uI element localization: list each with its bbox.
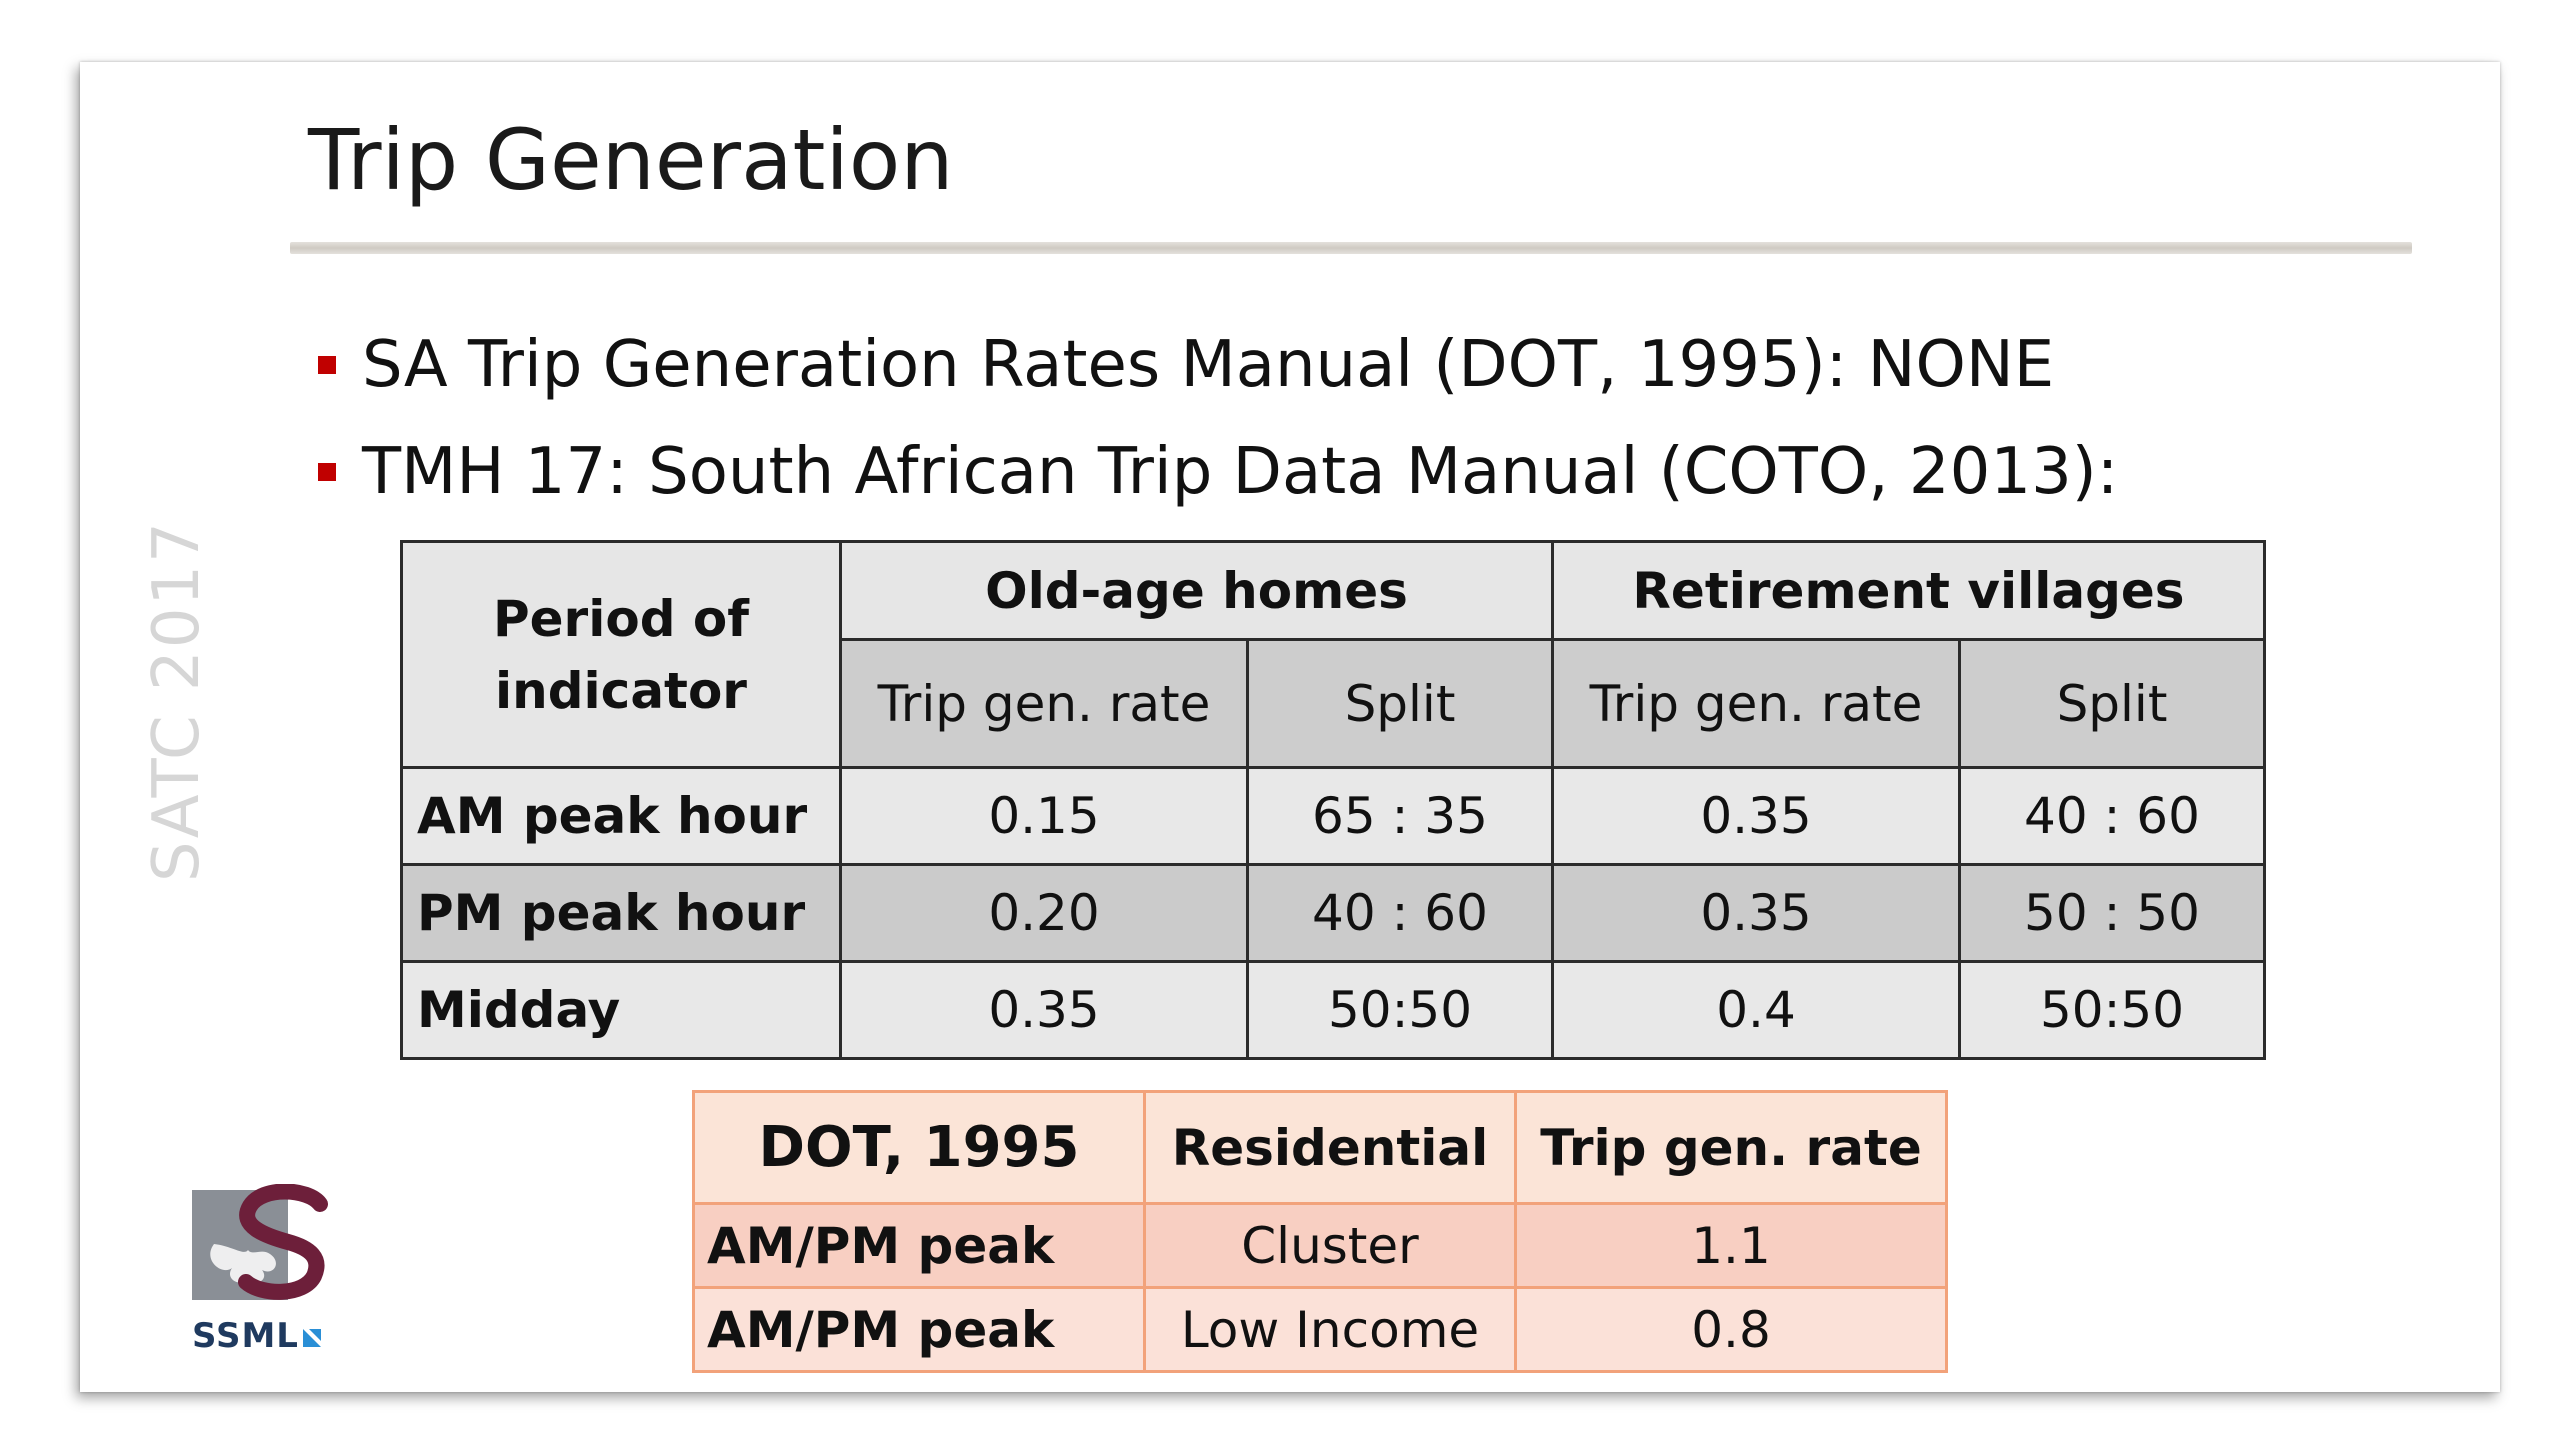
dot-header: DOT, 1995 [692, 1090, 1146, 1205]
bullet-item: SA Trip Generation Rates Manual (DOT, 19… [318, 312, 2118, 419]
old-age-homes-header: Old-age homes [839, 540, 1554, 641]
stellenbosch-s-icon [192, 1183, 328, 1300]
table-cell: 50 : 50 [1958, 863, 2266, 963]
row-label: AM peak hour [400, 766, 842, 866]
subheader-split: Split [1246, 638, 1554, 769]
table-cell: 0.15 [839, 766, 1249, 866]
row-label: Midday [400, 960, 842, 1060]
ssml-logo: SSML [192, 1183, 336, 1356]
bullet-item: TMH 17: South African Trip Data Manual (… [318, 419, 2118, 526]
table-cell: 50:50 [1246, 960, 1554, 1060]
subheader-trip-gen-rate: Trip gen. rate [1551, 638, 1961, 769]
table-cell: 0.35 [1551, 766, 1961, 866]
dot-1995-table: DOT, 1995 Residential Trip gen. rate AM/… [692, 1090, 1948, 1373]
logo-wordmark: SSML [192, 1316, 336, 1356]
retirement-villages-header: Retirement villages [1551, 540, 2266, 641]
bullet-text: SA Trip Generation Rates Manual (DOT, 19… [362, 328, 2055, 402]
table-cell: Cluster [1143, 1202, 1517, 1289]
trip-gen-rate-header: Trip gen. rate [1514, 1090, 1948, 1205]
bullet-square-icon [318, 463, 336, 481]
table-cell: 65 : 35 [1246, 766, 1554, 866]
table-cell: 50:50 [1958, 960, 2266, 1060]
subheader-trip-gen-rate: Trip gen. rate [839, 638, 1249, 769]
table-row: Midday 0.35 50:50 0.4 50:50 [400, 960, 2266, 1060]
row-label: PM peak hour [400, 863, 842, 963]
table-cell: 40 : 60 [1958, 766, 2266, 866]
slide-title: Trip Generation [308, 111, 954, 209]
logo-emblem [192, 1183, 332, 1302]
bullet-text: TMH 17: South African Trip Data Manual (… [362, 435, 2119, 509]
table-row: PM peak hour 0.20 40 : 60 0.35 50 : 50 [400, 863, 2266, 963]
table-row: AM/PM peak Cluster 1.1 [692, 1202, 1948, 1289]
table-cell: 0.8 [1514, 1286, 1948, 1373]
tmh17-table: Period of indicator Old-age homes Retire… [400, 540, 2266, 1060]
subheader-split: Split [1958, 638, 2266, 769]
table-cell: 0.35 [1551, 863, 1961, 963]
table-row: AM/PM peak Low Income 0.8 [692, 1286, 1948, 1373]
row-label: AM/PM peak [692, 1286, 1146, 1373]
table-cell: 1.1 [1514, 1202, 1948, 1289]
period-header-text: Period of indicator [492, 589, 749, 720]
title-divider [290, 242, 2412, 254]
table-cell: 0.35 [839, 960, 1249, 1060]
residential-header: Residential [1143, 1090, 1517, 1205]
row-label: AM/PM peak [692, 1202, 1146, 1289]
logo-arrow-icon [302, 1329, 321, 1347]
conference-label: SATC 2017 [140, 520, 214, 882]
bullet-square-icon [318, 356, 336, 374]
slide: Trip Generation SA Trip Generation Rates… [80, 62, 2500, 1392]
table-cell: 40 : 60 [1246, 863, 1554, 963]
table-cell: 0.20 [839, 863, 1249, 963]
table-cell: Low Income [1143, 1286, 1517, 1373]
period-header: Period of indicator [400, 540, 842, 769]
table-row: AM peak hour 0.15 65 : 35 0.35 40 : 60 [400, 766, 2266, 866]
bullet-list: SA Trip Generation Rates Manual (DOT, 19… [318, 312, 2118, 526]
table-cell: 0.4 [1551, 960, 1961, 1060]
logo-text: SSML [192, 1316, 299, 1356]
